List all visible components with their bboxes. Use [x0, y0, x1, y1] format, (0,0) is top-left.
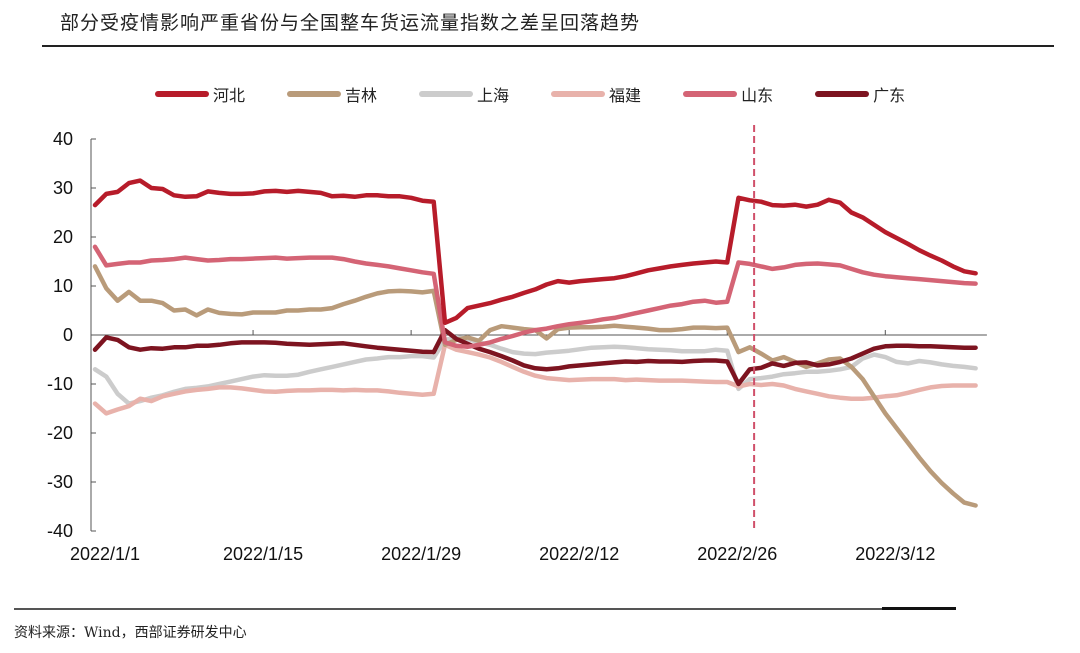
source-note: 资料来源：Wind，西部证券研发中心 [14, 625, 247, 641]
series-line [92, 335, 978, 406]
y-tick-label: 30 [53, 178, 73, 198]
y-tick-label: 40 [53, 129, 73, 149]
footer-divider-accent [882, 607, 956, 610]
legend-label: 河北 [213, 86, 246, 105]
legend-swatch [551, 91, 606, 97]
y-tick-label: -20 [47, 423, 73, 443]
chart-legend: 河北 吉林 上海 福建 山东 广东 [155, 82, 947, 106]
y-tick-label: 20 [53, 227, 73, 247]
series-line [92, 342, 978, 416]
y-tick-label: -40 [47, 521, 73, 541]
x-tick-label: 2022/1/29 [381, 544, 461, 564]
legend-item: 山东 [683, 82, 773, 106]
x-tick-label: 2022/2/26 [697, 544, 777, 564]
legend-label: 广东 [873, 86, 906, 105]
chart-title: 部分受疫情影响严重省份与全国整车货运流量指数之差呈回落趋势 [60, 12, 641, 34]
legend-swatch [155, 91, 209, 97]
legend-item: 吉林 [287, 82, 377, 106]
legend-label: 吉林 [345, 86, 378, 105]
legend-item: 上海 [419, 82, 509, 106]
legend-swatch [419, 91, 474, 97]
series-line [92, 244, 978, 350]
legend-label: 上海 [477, 86, 510, 105]
footer-divider [14, 608, 956, 610]
legend-item: 福建 [551, 82, 641, 106]
series-line [92, 327, 978, 387]
series-line [92, 178, 978, 326]
x-tick-label: 2022/3/12 [855, 544, 935, 564]
y-tick-label: 10 [53, 276, 73, 296]
line-chart-plot: 40 30 20 10 0 -10 -20 -30 -40 2022/1/1 2022/1/15 20… [47, 125, 987, 564]
legend-label: 福建 [609, 86, 642, 105]
legend-swatch [683, 91, 738, 97]
x-tick-label: 2022/2/12 [539, 544, 619, 564]
legend-swatch [815, 91, 870, 97]
y-tick-label: -30 [47, 472, 73, 492]
legend-label: 山东 [741, 86, 774, 105]
x-tick-label: 2022/1/1 [70, 544, 140, 564]
title-divider [42, 45, 1054, 47]
legend-item: 广东 [815, 82, 905, 106]
legend-item: 河北 [155, 82, 245, 106]
x-tick-label: 2022/1/15 [223, 544, 303, 564]
y-tick-label: 0 [63, 325, 73, 345]
y-tick-label: -10 [47, 374, 73, 394]
legend-swatch [287, 91, 342, 97]
